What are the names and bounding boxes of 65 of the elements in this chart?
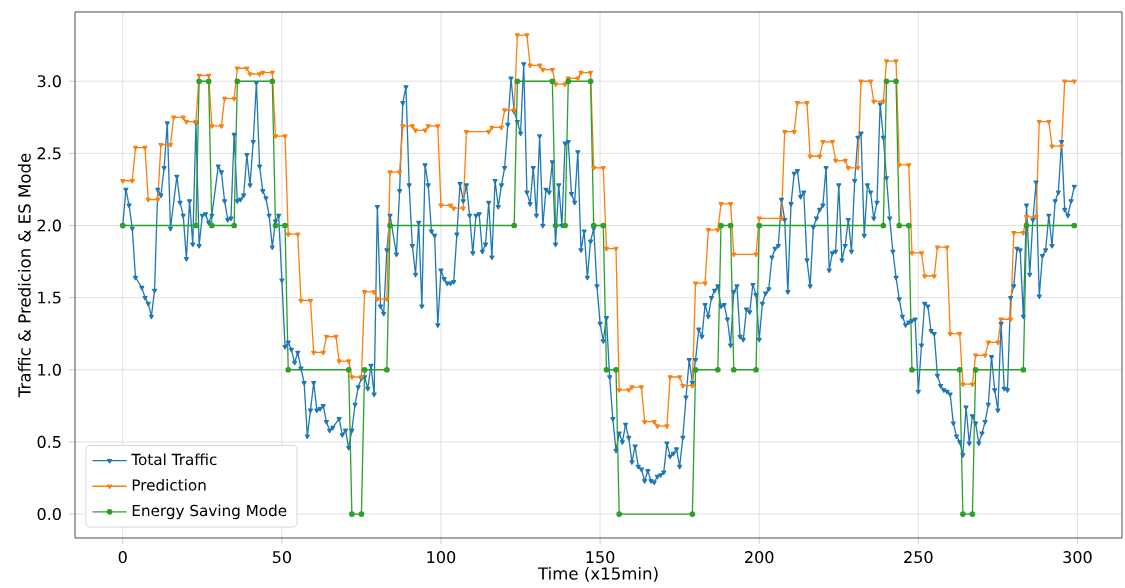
point [972,366,979,373]
legend-label: Energy Saving Mode [132,504,287,520]
point [1023,222,1030,229]
point [692,366,699,373]
point [196,78,202,84]
y-tick-label: 3.0 [37,74,61,88]
point [549,78,556,84]
point [231,222,237,229]
y-tick-label: 0.5 [37,435,61,448]
point [905,222,912,229]
point [1071,222,1078,229]
point [514,78,521,84]
point [272,222,279,229]
point [616,511,623,517]
point [730,366,737,373]
point [893,78,899,84]
point [880,222,887,229]
point [960,511,966,517]
point [282,222,288,229]
x-tick-label: 200 [745,550,774,563]
point [600,222,607,229]
point [358,511,365,517]
x-tick-label: 150 [586,550,615,563]
x-tick-label: 100 [427,550,456,563]
point [205,78,212,84]
point [193,222,199,229]
point [756,222,763,229]
point [587,78,594,84]
y-axis-title: Traffic & Predicion & ES Mode [17,153,31,398]
point [714,366,721,373]
point [384,366,390,373]
point [969,511,976,517]
point [613,366,619,373]
x-tick-label: 0 [118,550,127,563]
y-tick-label: 1.5 [38,291,61,304]
x-tick-label: 250 [904,550,933,563]
point [387,222,393,229]
point [269,78,276,84]
x-axis-title: Time (x15min) [537,566,658,582]
point [234,78,241,84]
point [590,222,597,229]
y-tick-label: 1.0 [38,363,61,376]
point [511,222,518,229]
x-tick-label: 300 [1063,550,1092,563]
point [727,222,734,229]
point [956,366,963,373]
point [896,222,903,229]
y-tick-label: 0.0 [37,507,61,520]
point [345,366,352,373]
point [285,366,292,373]
point [552,222,559,229]
legend-label: Total Traffic [131,453,217,466]
point [753,366,759,373]
point [718,222,724,229]
legend-label: Prediction [132,478,206,491]
point [689,511,696,517]
y-tick-label: 2.5 [37,147,61,160]
x-tick-label: 50 [272,550,291,563]
point [883,78,890,84]
y-tick-label: 2.0 [37,219,61,232]
point [909,366,915,373]
point [349,511,355,517]
point [603,366,610,373]
point [1020,366,1027,373]
point [361,366,368,373]
